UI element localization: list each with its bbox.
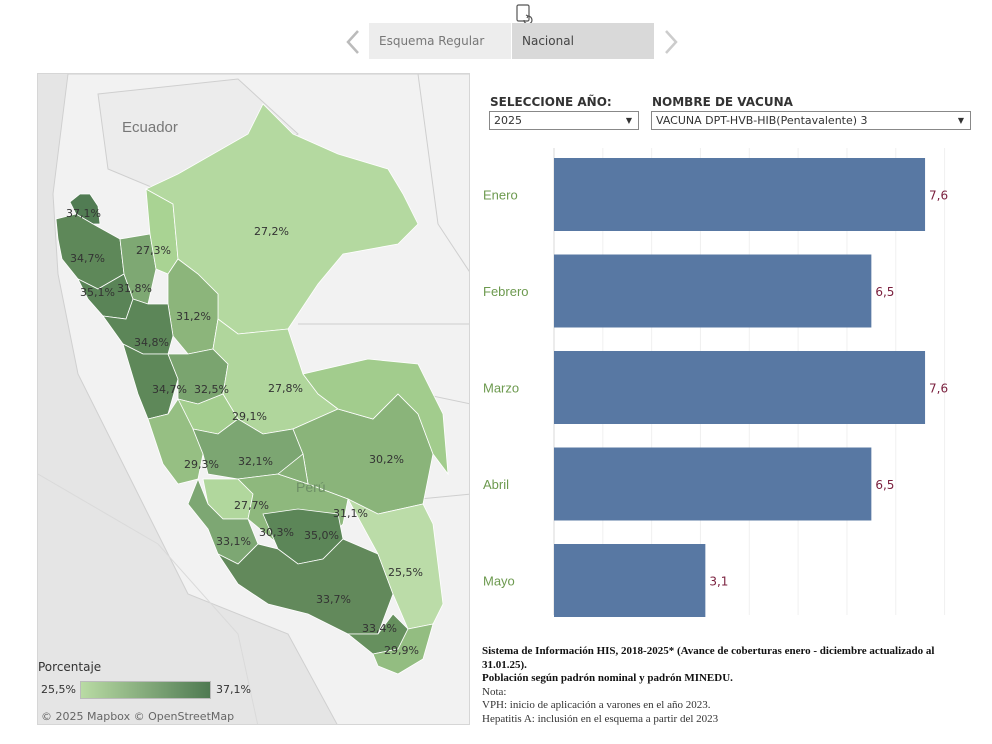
vaccine-select[interactable]: VACUNA DPT-HVB-HIB(Pentavalente) 3 ▼ (651, 111, 971, 130)
map-canvas[interactable]: Ecuador Perú 37,1% 34,7% 35,1% 27,3% 31,8% 27… (38, 74, 470, 725)
region-apurimac-a[interactable] (277, 453, 309, 485)
dropdown-caret-icon: ▼ (957, 116, 964, 125)
region-value-label: 34,8% (134, 336, 169, 349)
bar-value-label: 3,1 (709, 575, 728, 589)
region-value-label: 31,2% (176, 310, 211, 323)
region-value-label: 29,3% (184, 458, 219, 471)
sheet-swap-icon[interactable] (514, 4, 534, 24)
note-hepatitis: Hepatitis A: inclusión en el esquema a p… (482, 712, 719, 725)
legend-gradient (80, 681, 211, 699)
region-value-label: 32,5% (194, 383, 229, 396)
note-title: Nota: (482, 685, 507, 698)
region-value-label: 29,9% (384, 644, 419, 657)
peru-label: Perú (296, 479, 326, 495)
choropleth-map[interactable]: Ecuador Perú 37,1% 34,7% 35,1% 27,3% 31,8% 27… (37, 73, 470, 725)
region-value-label: 27,7% (234, 499, 269, 512)
category-label: Abril (483, 477, 509, 492)
tab-nacional[interactable]: Nacional (512, 23, 654, 59)
legend-title: Porcentaje (38, 660, 102, 674)
note-vph: VPH: inicio de aplicación a varones en e… (482, 699, 711, 711)
category-label: Mayo (483, 574, 515, 589)
legend-max: 37,1% (216, 683, 251, 696)
category-label: Febrero (483, 284, 529, 299)
vaccine-filter-label: NOMBRE DE VACUNA (652, 95, 793, 109)
region-value-label: 30,2% (369, 453, 404, 466)
region-ancash[interactable] (122, 343, 179, 420)
category-label: Enero (483, 188, 518, 203)
bar-abril[interactable] (554, 447, 872, 521)
bar-enero[interactable] (554, 158, 926, 231)
vaccine-select-value: VACUNA DPT-HVB-HIB(Pentavalente) 3 (656, 114, 868, 127)
region-value-label: 31,8% (117, 282, 152, 295)
bar-mayo[interactable] (554, 544, 706, 617)
bar-febrero[interactable] (554, 254, 872, 328)
year-select[interactable]: 2025 ▼ (489, 111, 639, 130)
bar-value-label: 7,6 (929, 382, 948, 396)
chart-bars: Enero 7,6 Febrero 6,5 Marzo 7,6 Abril 6,5 Mayo 3,… (483, 158, 948, 617)
region-value-label: 34,7% (70, 252, 105, 265)
region-value-label: 27,3% (136, 244, 171, 257)
year-select-value: 2025 (494, 114, 522, 127)
region-value-label: 32,1% (238, 455, 273, 468)
region-value-label: 25,5% (388, 566, 423, 579)
note-population: Población según padrón nominal y padrón … (482, 672, 733, 684)
region-value-label: 33,1% (216, 535, 251, 548)
legend-min: 25,5% (41, 683, 76, 696)
bar-value-label: 6,5 (875, 478, 894, 492)
chevron-right-icon[interactable] (660, 28, 682, 56)
bar-value-label: 6,5 (875, 285, 894, 299)
region-value-label: 29,1% (232, 410, 267, 423)
region-labels: 37,1% 34,7% 35,1% 27,3% 31,8% 27,2% 31,2% 34,8%… (66, 207, 423, 657)
region-value-label: 30,3% (259, 526, 294, 539)
category-label: Marzo (483, 381, 519, 396)
bar-value-label: 7,6 (929, 189, 948, 203)
monthly-coverage-bar-chart[interactable]: Enero 7,6 Febrero 6,5 Marzo 7,6 Abril 6,5 Mayo 3,… (470, 140, 970, 630)
map-attribution[interactable]: © 2025 Mapbox © OpenStreetMap (41, 710, 235, 723)
source-notes: Sistema de Información HIS, 2018-2025* (… (482, 645, 982, 726)
region-tacna[interactable] (372, 623, 434, 675)
region-value-label: 34,7% (152, 383, 187, 396)
region-value-label: 27,2% (254, 225, 289, 238)
region-value-label: 37,1% (66, 207, 101, 220)
region-value-label: 33,7% (316, 593, 351, 606)
region-value-label: 33,4% (362, 622, 397, 635)
bar-marzo[interactable] (554, 351, 926, 424)
note-source: Sistema de Información HIS, 2018-2025* (… (482, 645, 935, 671)
ecuador-label: Ecuador (122, 119, 178, 136)
region-madre-de-dios[interactable] (302, 358, 449, 476)
year-filter-label: SELECCIONE AÑO: (490, 95, 612, 109)
chevron-left-icon[interactable] (342, 28, 364, 56)
region-value-label: 35,0% (304, 529, 339, 542)
tab-esquema-regular[interactable]: Esquema Regular (369, 23, 511, 59)
region-value-label: 27,8% (268, 382, 303, 395)
dropdown-caret-icon: ▼ (625, 116, 632, 125)
region-value-label: 31,1% (333, 507, 368, 520)
region-value-label: 35,1% (80, 286, 115, 299)
